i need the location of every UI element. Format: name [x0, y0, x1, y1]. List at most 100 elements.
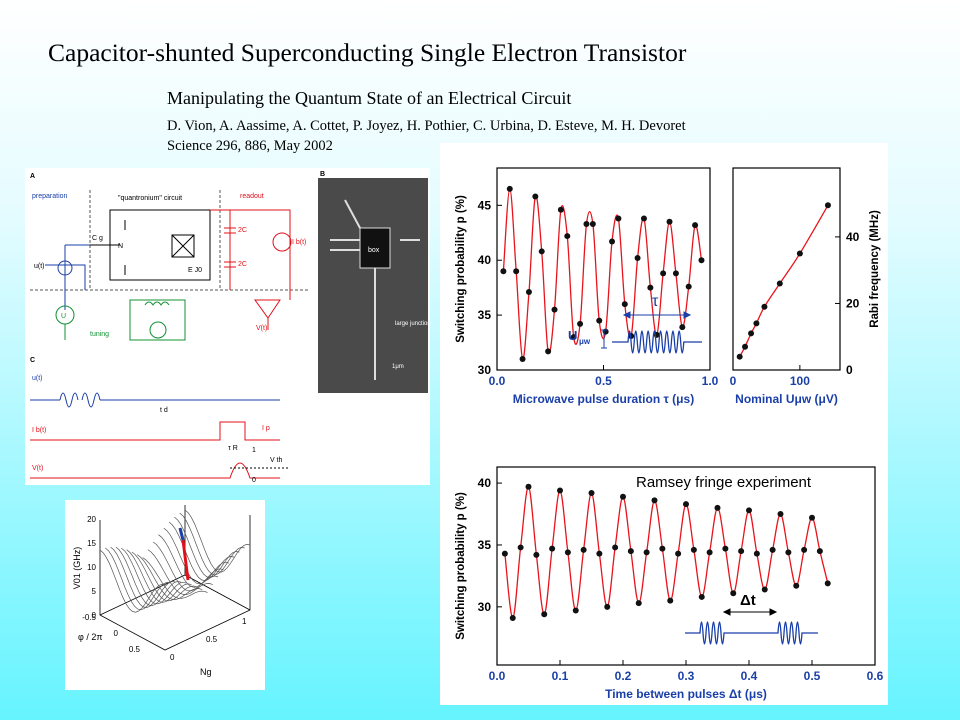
pulse-inset [612, 330, 702, 354]
x-tick-label: 1.0 [702, 374, 719, 388]
data-point [549, 545, 556, 552]
data-point [706, 549, 713, 556]
data-point [809, 514, 815, 521]
mesh-line [121, 547, 187, 605]
x-tick-label: 0.5 [804, 669, 821, 683]
circuit-schematic [30, 190, 310, 479]
pulse-inset [685, 621, 818, 645]
data-point [738, 548, 745, 555]
z-tick-label: 10 [87, 563, 96, 572]
delay-arrow [722, 608, 778, 616]
surface-panel [65, 500, 265, 690]
fit-curve [502, 188, 703, 360]
data-point [612, 544, 619, 551]
circuit-label: C g [92, 235, 103, 242]
z-axis-label: V01 (GHz) [72, 547, 82, 590]
x-axis-label: φ / 2π [78, 632, 103, 642]
mesh-line [142, 557, 208, 599]
y-axis-label: Switching probability p (%) [455, 195, 467, 343]
circuit-label: τ R [228, 445, 238, 452]
y-tick-label: 40 [478, 476, 492, 490]
micrograph [318, 178, 428, 393]
data-point [513, 268, 520, 275]
data-point [615, 215, 622, 222]
data-point [722, 545, 729, 552]
data-point [500, 268, 507, 275]
data-point [580, 546, 587, 553]
y-tick-label: 0.5 [206, 635, 218, 644]
data-point [525, 483, 532, 490]
data-point [753, 550, 760, 557]
mesh-line [147, 549, 213, 595]
circuit-label: 2C [238, 261, 247, 268]
x-tick-label: 0 [114, 629, 119, 638]
micrograph-box [359, 227, 391, 269]
mesh-line [126, 549, 192, 603]
slide-title: Capacitor-shunted Superconducting Single… [48, 38, 687, 67]
data-point [538, 248, 545, 255]
data-point [714, 504, 721, 511]
data-point [801, 546, 808, 553]
micrograph-label: large junction [395, 321, 431, 327]
mesh-line [184, 509, 251, 573]
y-tick-label: 0 [846, 363, 853, 377]
annotation: Ramsey fringe experiment [636, 474, 812, 491]
data-point [685, 283, 692, 290]
y-tick-label: 0 [170, 653, 175, 662]
surface-mesh [99, 509, 251, 613]
data-point [634, 255, 641, 262]
data-point [545, 348, 552, 355]
y-tick-label: 35 [478, 308, 492, 322]
data-point [577, 320, 584, 327]
mesh-line [105, 547, 171, 611]
x-tick-label: 0.0 [489, 669, 506, 683]
data-point [659, 545, 666, 552]
data-point [692, 222, 699, 229]
circuit-label: I b(t) [292, 239, 306, 246]
amplitude-bar [601, 329, 607, 349]
data-point [793, 582, 800, 589]
x-axis-label: Microwave pulse duration τ (μs) [513, 392, 694, 406]
z-tick-label: 0 [92, 611, 97, 620]
data-point [667, 597, 674, 604]
data-point [609, 238, 616, 245]
circuit-label: 0 [252, 477, 256, 484]
data-point [736, 353, 743, 360]
data-point [643, 549, 650, 556]
data-point [672, 270, 679, 277]
data-point [506, 185, 513, 192]
x-tick-label: 0.1 [552, 669, 569, 683]
annotation: Δt [740, 592, 756, 609]
x-tick-label: 0 [730, 374, 737, 388]
data-point [660, 270, 667, 277]
annotation: τ [652, 293, 659, 310]
data-point [675, 550, 682, 557]
circuit-label: E J0 [188, 267, 202, 274]
plot-frame [732, 167, 841, 371]
annotation: U [568, 328, 577, 343]
data-point [679, 324, 686, 331]
data-point [627, 548, 634, 555]
authors: D. Vion, A. Aassime, A. Cottet, P. Joyez… [167, 118, 686, 134]
x-tick-label: 0.5 [129, 645, 141, 654]
x-tick-label: 0.4 [741, 669, 758, 683]
data-point [532, 193, 539, 200]
circuit-label: u(t) [32, 375, 43, 382]
mesh-line [179, 512, 245, 576]
data-point [589, 220, 596, 227]
data-point [621, 301, 628, 308]
y-axis-label: Ng [200, 667, 212, 677]
data-point [501, 550, 508, 557]
data-point [564, 233, 571, 240]
x-axis-label: Time between pulses Δt (μs) [605, 687, 767, 701]
z-tick-label: 5 [92, 587, 97, 596]
mesh-line [174, 516, 240, 578]
data-point [572, 607, 579, 614]
data-point [570, 334, 577, 341]
circuit-label: tuning [90, 331, 109, 338]
circuit-label: preparation [32, 193, 68, 200]
data-point [824, 580, 831, 587]
y-tick-label: 40 [478, 253, 492, 267]
